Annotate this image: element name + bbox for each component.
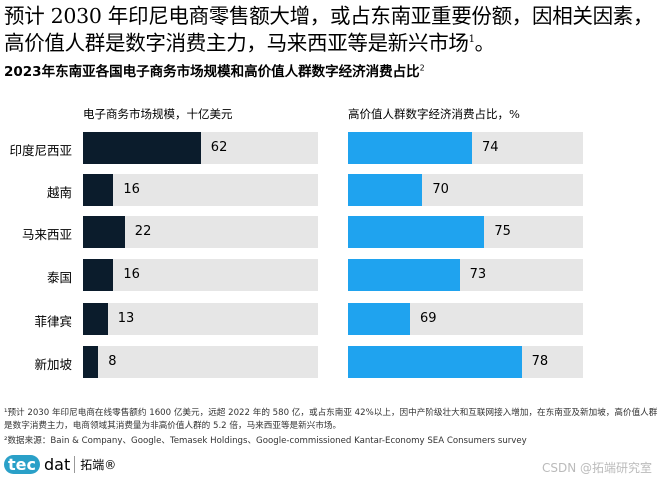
data-label: 69 <box>420 311 437 326</box>
data-label: 13 <box>117 311 135 326</box>
data-label: 8 <box>108 354 117 369</box>
bar-track: 69 <box>348 303 583 335</box>
logo: tec dat 拓端® <box>4 455 116 474</box>
category-label: 马来西亚 <box>21 227 72 242</box>
footnote-1: ¹预计 2030 年印尼电商在线零售额约 1600 亿美元，远超 2022 年的… <box>4 408 658 431</box>
share-bar <box>348 132 472 164</box>
market-size-bar <box>83 174 114 206</box>
bar-track: 8 <box>83 346 318 378</box>
category-label: 泰国 <box>46 270 72 285</box>
watermark: CSDN @拓端研究室 <box>541 461 652 475</box>
category-label: 菲律宾 <box>34 314 72 329</box>
chart-title: 2023年东南亚各国电子商务市场规模和高价值人群数字经济消费占比2 <box>4 60 425 81</box>
share-bar <box>348 259 460 291</box>
bar-track: 22 <box>83 216 318 248</box>
data-label: 75 <box>494 224 511 239</box>
data-label: 73 <box>469 267 487 282</box>
category-label: 新加坡 <box>34 357 72 372</box>
headline-sup: 1 <box>468 34 475 45</box>
category-label: 越南 <box>46 185 72 200</box>
market-size-bar <box>83 132 201 164</box>
market-size-bar <box>83 259 114 291</box>
share-bar <box>348 174 423 206</box>
bar-track: 16 <box>83 174 318 206</box>
logo-tec: tec <box>4 455 40 474</box>
data-label: 16 <box>123 267 140 282</box>
logo-cn: 拓端® <box>74 456 116 473</box>
bar-track: 74 <box>348 132 583 164</box>
share-bar <box>348 346 522 378</box>
bar-track: 62 <box>83 132 318 164</box>
category-label: 印度尼西亚 <box>9 143 72 158</box>
footnote-2: ²数据来源：Bain & Company、Google、Temasek Hold… <box>4 436 527 446</box>
data-label: 70 <box>432 182 449 197</box>
data-label: 16 <box>123 182 140 197</box>
bar-track: 75 <box>348 216 583 248</box>
bar-track: 70 <box>348 174 583 206</box>
bar-track: 16 <box>83 259 318 291</box>
headline-text: 预计 2030 年印尼电商零售额大增，或占东南亚重要份额，因相关因素，高价值人群… <box>4 4 654 55</box>
bar-track: 13 <box>83 303 318 335</box>
headline: 预计 2030 年印尼电商零售额大增，或占东南亚重要份额，因相关因素，高价值人群… <box>4 4 658 55</box>
market-size-bar <box>83 216 125 248</box>
chart-title-text: 2023年东南亚各国电子商务市场规模和高价值人群数字经济消费占比 <box>4 64 420 80</box>
market-size-bar <box>83 346 99 378</box>
data-label: 22 <box>134 224 152 239</box>
chart-title-sup: 2 <box>419 63 425 73</box>
headline-end: 。 <box>474 30 496 55</box>
data-label: 62 <box>210 140 228 155</box>
bar-track: 78 <box>348 346 583 378</box>
share-bar <box>348 216 485 248</box>
data-label: 74 <box>482 140 499 155</box>
data-label: 78 <box>531 354 549 369</box>
left-axis-title: 电子商务市场规模，十亿美元 <box>83 107 233 121</box>
right-axis-title: 高价值人群数字经济消费占比，% <box>348 107 520 121</box>
market-size-bar <box>83 303 108 335</box>
bar-track: 73 <box>348 259 583 291</box>
share-bar <box>348 303 410 335</box>
logo-dat: dat <box>43 455 71 474</box>
